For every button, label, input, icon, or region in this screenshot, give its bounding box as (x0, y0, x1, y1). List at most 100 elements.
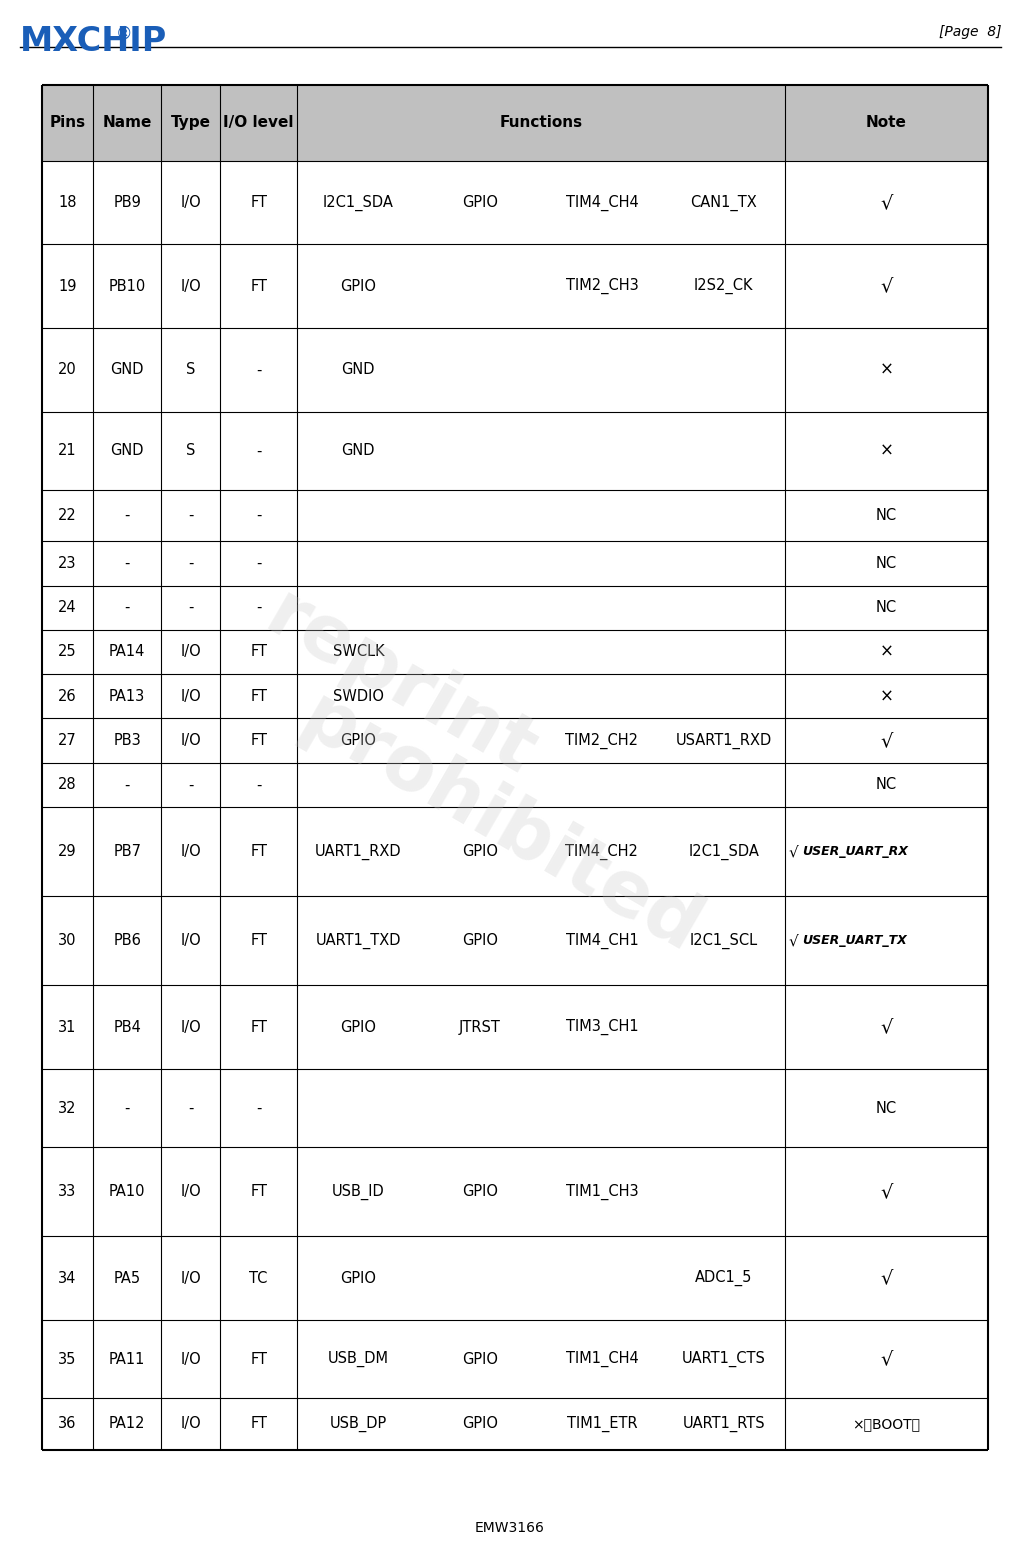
Text: 27: 27 (58, 732, 77, 748)
Text: USART1_RXD: USART1_RXD (676, 732, 772, 748)
Text: SWCLK: SWCLK (333, 644, 384, 659)
Text: TIM4_CH4: TIM4_CH4 (566, 194, 638, 210)
Bar (42, 896, 988, 986)
Text: √: √ (880, 1269, 892, 1288)
Text: NC: NC (876, 1101, 896, 1115)
Text: I2C1_SCL: I2C1_SCL (689, 933, 758, 949)
Bar (42, 1068, 988, 1148)
Text: 31: 31 (58, 1020, 77, 1034)
Text: USB_DM: USB_DM (328, 1351, 389, 1367)
Text: √: √ (880, 1350, 892, 1368)
Bar (42, 1398, 988, 1449)
Text: 18: 18 (58, 194, 77, 210)
Text: TC: TC (249, 1270, 268, 1286)
Text: TIM2_CH2: TIM2_CH2 (566, 732, 638, 748)
Text: √: √ (788, 933, 804, 949)
Text: √: √ (880, 731, 892, 750)
Bar (42, 630, 988, 675)
Text: reprint: reprint (252, 578, 548, 791)
Text: NC: NC (876, 778, 896, 793)
Text: GND: GND (342, 362, 375, 378)
Text: NC: NC (876, 600, 896, 616)
Text: PB3: PB3 (113, 732, 141, 748)
Text: 28: 28 (58, 778, 77, 793)
Text: -: - (188, 600, 193, 616)
Text: USER_UART_TX: USER_UART_TX (803, 935, 908, 947)
Bar (784, 86, 988, 160)
Text: GND: GND (110, 362, 144, 378)
Text: JTRST: JTRST (459, 1020, 501, 1034)
Text: EMW3166: EMW3166 (475, 1521, 545, 1535)
Text: I/O: I/O (180, 644, 201, 659)
Text: 19: 19 (58, 278, 77, 294)
Text: -: - (125, 600, 130, 616)
Text: Functions: Functions (499, 115, 583, 131)
Text: FT: FT (250, 1417, 268, 1432)
Text: TIM1_CH3: TIM1_CH3 (566, 1183, 638, 1200)
Text: FT: FT (250, 933, 268, 949)
Text: FT: FT (250, 844, 268, 858)
Bar (42, 1148, 988, 1236)
Text: -: - (125, 508, 130, 522)
Text: 33: 33 (58, 1185, 77, 1199)
Bar (42, 412, 988, 490)
Text: I/O: I/O (180, 1351, 201, 1367)
Text: GPIO: GPIO (463, 1351, 498, 1367)
Text: 35: 35 (58, 1351, 77, 1367)
Text: PB6: PB6 (113, 933, 141, 949)
Text: GPIO: GPIO (340, 1020, 377, 1034)
Text: GND: GND (110, 443, 144, 459)
Text: UART1_TXD: UART1_TXD (315, 933, 401, 949)
Text: GND: GND (342, 443, 375, 459)
Text: PA5: PA5 (113, 1270, 141, 1286)
Text: FT: FT (250, 1185, 268, 1199)
Text: TIM3_CH1: TIM3_CH1 (566, 1019, 638, 1036)
Text: √: √ (880, 1017, 892, 1037)
Text: ×: × (879, 442, 893, 460)
Text: √: √ (880, 277, 892, 295)
Text: I/O: I/O (180, 1185, 201, 1199)
Text: √: √ (880, 1182, 892, 1200)
Text: -: - (125, 1101, 130, 1115)
Text: ×（BOOT）: ×（BOOT） (853, 1417, 920, 1431)
Text: UART1_RTS: UART1_RTS (682, 1417, 765, 1432)
Text: 36: 36 (58, 1417, 77, 1432)
Text: TIM2_CH3: TIM2_CH3 (566, 278, 638, 294)
Text: 23: 23 (58, 557, 77, 571)
Text: -: - (256, 508, 261, 522)
Text: TIM1_ETR: TIM1_ETR (567, 1417, 637, 1432)
Text: GPIO: GPIO (463, 194, 498, 210)
Text: I/O: I/O (180, 194, 201, 210)
Text: PA11: PA11 (109, 1351, 145, 1367)
Text: 24: 24 (58, 600, 77, 616)
Text: -: - (256, 778, 261, 793)
Text: I/O: I/O (180, 1020, 201, 1034)
Text: GPIO: GPIO (463, 933, 498, 949)
Text: SWDIO: SWDIO (333, 689, 384, 704)
Text: -: - (188, 1101, 193, 1115)
Text: GPIO: GPIO (340, 732, 377, 748)
Bar (42, 1320, 988, 1398)
Text: Note: Note (866, 115, 907, 131)
Text: -: - (125, 778, 130, 793)
Bar (42, 718, 988, 762)
Text: 25: 25 (58, 644, 77, 659)
Text: -: - (188, 508, 193, 522)
Text: FT: FT (250, 644, 268, 659)
Bar (42, 986, 988, 1068)
Text: I/O: I/O (180, 1417, 201, 1432)
Bar (42, 541, 988, 586)
Text: UART1_RXD: UART1_RXD (315, 843, 401, 860)
Text: ×: × (879, 361, 893, 379)
Text: FT: FT (250, 194, 268, 210)
Text: -: - (125, 557, 130, 571)
Text: S: S (186, 443, 195, 459)
Text: ®: ® (116, 25, 133, 44)
Text: GPIO: GPIO (340, 278, 377, 294)
Text: GPIO: GPIO (463, 844, 498, 858)
Text: I2S2_CK: I2S2_CK (694, 278, 753, 294)
Text: 30: 30 (58, 933, 77, 949)
Text: GPIO: GPIO (463, 1417, 498, 1432)
Text: USER_UART_RX: USER_UART_RX (803, 844, 909, 858)
Text: MXCHIP: MXCHIP (20, 25, 167, 58)
